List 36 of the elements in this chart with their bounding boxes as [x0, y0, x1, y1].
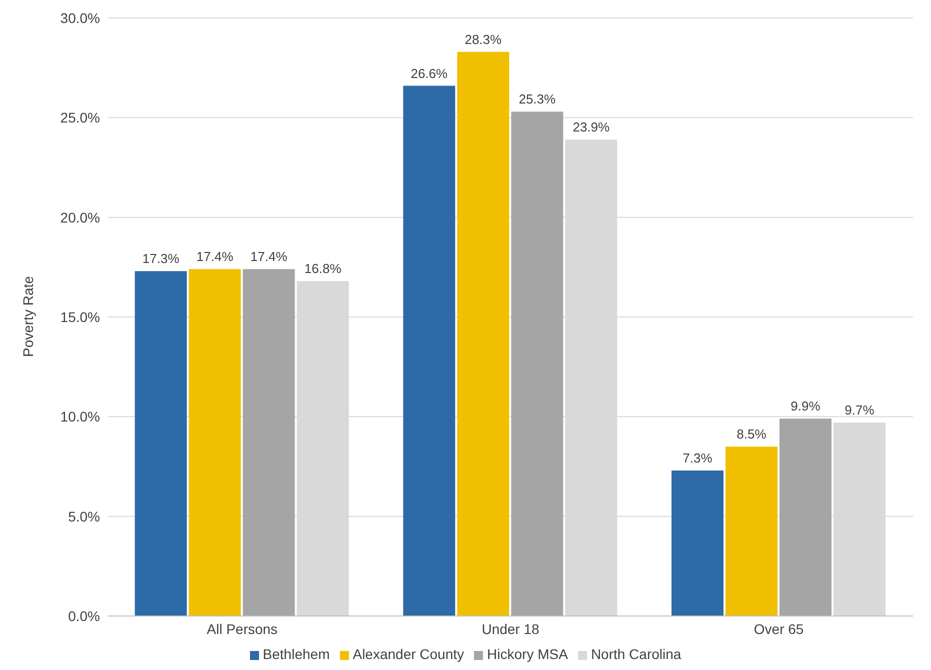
y-tick-label: 0.0% — [68, 608, 100, 624]
data-label: 17.3% — [142, 251, 180, 266]
y-tick-label: 5.0% — [68, 508, 100, 524]
data-label: 16.8% — [304, 261, 342, 276]
x-tick-label: Over 65 — [754, 620, 804, 637]
legend-label: Bethlehem — [262, 646, 330, 662]
bar — [672, 470, 724, 616]
data-label: 17.4% — [196, 249, 234, 264]
x-tick-label: Under 18 — [482, 620, 540, 637]
y-tick-label: 25.0% — [60, 110, 100, 126]
y-tick-label: 10.0% — [60, 408, 100, 425]
data-label: 25.3% — [518, 92, 556, 107]
data-label: 7.3% — [682, 450, 713, 466]
data-label: 9.9% — [790, 398, 821, 414]
bar — [780, 418, 832, 616]
y-tick-label: 20.0% — [60, 209, 100, 226]
bar — [726, 446, 778, 616]
data-label: 26.6% — [410, 66, 448, 81]
y-tick-label: 15.0% — [60, 308, 100, 325]
legend-label: Alexander County — [352, 646, 464, 662]
data-label: 28.3% — [464, 32, 502, 47]
data-label: 23.9% — [572, 120, 610, 135]
data-label: 9.7% — [844, 402, 875, 418]
bar — [403, 86, 456, 616]
legend-label: Hickory MSA — [487, 646, 568, 662]
data-label: 8.5% — [736, 426, 767, 442]
y-axis-title: Poverty Rate — [20, 276, 36, 357]
bar — [134, 271, 187, 616]
data-label: 17.4% — [250, 249, 288, 264]
legend-label: North Carolina — [590, 646, 682, 662]
bar — [188, 269, 241, 616]
bar — [242, 269, 295, 616]
bar — [511, 112, 564, 616]
y-tick-label: 30.0% — [60, 10, 100, 26]
bar — [457, 52, 510, 616]
x-tick-label: All Persons — [206, 620, 278, 637]
